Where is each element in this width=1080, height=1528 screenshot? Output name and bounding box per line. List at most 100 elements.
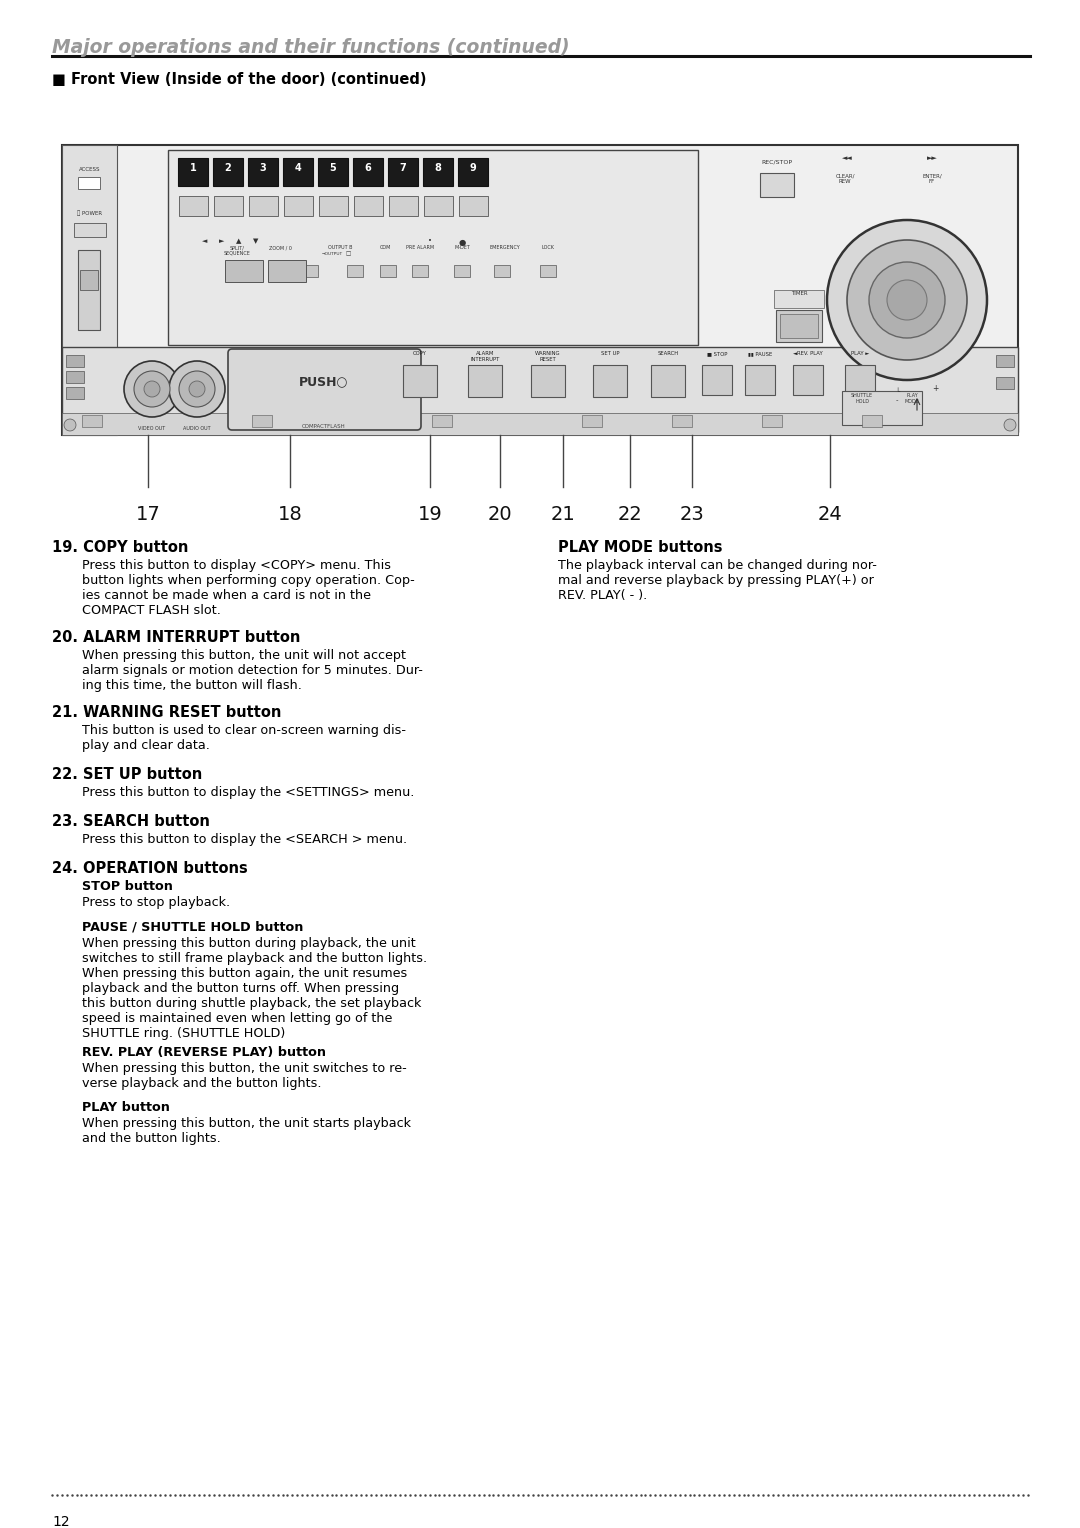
Text: →OUTPUT: →OUTPUT [322,252,343,257]
Bar [168,150,698,345]
Bar [459,196,488,215]
Text: PAUSE / SHUTTLE HOLD button: PAUSE / SHUTTLE HOLD button [82,920,303,934]
Text: PLAY ►: PLAY ► [851,351,869,356]
Circle shape [869,261,945,338]
Text: 19. COPY button: 19. COPY button [52,539,188,555]
Bar [354,196,383,215]
Bar [225,260,264,283]
Bar [388,157,418,186]
Bar [862,416,882,426]
Bar [494,264,510,277]
Text: ◄◄: ◄◄ [841,154,852,160]
Bar [777,310,822,342]
Bar [319,196,348,215]
Circle shape [827,220,987,380]
Text: COMPACTFLASH: COMPACTFLASH [302,423,346,429]
Bar [996,354,1014,367]
Text: 4: 4 [295,163,301,173]
Circle shape [847,240,967,361]
Text: 7: 7 [400,163,406,173]
Bar [380,264,396,277]
Text: ►: ► [219,238,225,244]
Bar [793,365,823,396]
Text: ◄: ◄ [202,238,207,244]
Text: 22: 22 [618,504,643,524]
Circle shape [1004,419,1016,431]
Bar [540,264,556,277]
Text: M-DET: M-DET [454,244,470,251]
Text: ZOOM / 0: ZOOM / 0 [269,244,292,251]
Bar [774,290,824,309]
Bar [75,223,106,237]
Text: EMERGENCY: EMERGENCY [489,244,521,251]
Circle shape [179,371,215,406]
Bar [66,387,84,399]
Circle shape [144,380,160,397]
Bar [252,416,272,426]
Text: Press to stop playback.: Press to stop playback. [82,897,230,909]
Text: WARNING
RESET: WARNING RESET [536,351,561,362]
Bar [214,196,243,215]
Text: REC/STOP: REC/STOP [761,160,793,165]
Bar [302,264,318,277]
Text: 5: 5 [329,163,336,173]
Text: ►►: ►► [927,154,937,160]
Circle shape [189,380,205,397]
Circle shape [134,371,170,406]
Bar [179,196,208,215]
Text: SPLIT/
SEQUENCE: SPLIT/ SEQUENCE [224,244,251,255]
Text: ACCESS: ACCESS [79,167,100,173]
Bar [651,365,685,397]
Text: LOCK: LOCK [541,244,554,251]
Bar [454,264,470,277]
Circle shape [124,361,180,417]
Text: When pressing this button during playback, the unit
switches to still frame play: When pressing this button during playbac… [82,937,427,1039]
Bar [248,157,278,186]
Bar [66,371,84,384]
Bar [468,365,502,397]
Bar [702,365,732,396]
Text: 19: 19 [418,504,443,524]
Text: Press this button to display the <SEARCH > menu.: Press this button to display the <SEARCH… [82,833,407,847]
Circle shape [64,419,76,431]
Text: PLAY MODE buttons: PLAY MODE buttons [558,539,723,555]
Bar [423,157,453,186]
Text: When pressing this button, the unit switches to re-
verse playback and the butto: When pressing this button, the unit swit… [82,1062,407,1091]
Circle shape [168,361,225,417]
Text: PUSH○: PUSH○ [299,374,349,388]
Text: 22. SET UP button: 22. SET UP button [52,767,202,782]
Bar [996,377,1014,390]
Text: PRE ALARM: PRE ALARM [406,244,434,251]
Text: 21. WARNING RESET button: 21. WARNING RESET button [52,706,282,720]
Text: └: └ [895,390,900,396]
Text: □: □ [345,251,350,257]
Text: ⏻ POWER: ⏻ POWER [78,209,103,215]
Bar [78,177,100,189]
Bar [82,416,102,426]
Text: 1: 1 [190,163,197,173]
Text: ■ Front View (Inside of the door) (continued): ■ Front View (Inside of the door) (conti… [52,72,427,87]
Text: 17: 17 [136,504,160,524]
Text: ■ STOP: ■ STOP [706,351,727,356]
Text: ▲: ▲ [237,238,242,244]
Text: VIDEO OUT: VIDEO OUT [138,426,165,431]
Text: •: • [428,238,432,244]
Text: SET UP: SET UP [600,351,619,356]
Text: The playback interval can be changed during nor-
mal and reverse playback by pre: The playback interval can be changed dur… [558,559,877,602]
Text: 24. OPERATION buttons: 24. OPERATION buttons [52,862,247,876]
Bar [178,157,208,186]
Bar [842,391,922,425]
Text: REV. PLAY (REVERSE PLAY) button: REV. PLAY (REVERSE PLAY) button [82,1047,326,1059]
Text: When pressing this button, the unit starts playback
and the button lights.: When pressing this button, the unit star… [82,1117,411,1144]
Text: 3: 3 [259,163,267,173]
Bar [318,157,348,186]
Text: 8: 8 [434,163,442,173]
Text: 21: 21 [551,504,576,524]
Text: SEARCH: SEARCH [658,351,678,356]
Text: 20. ALARM INTERRUPT button: 20. ALARM INTERRUPT button [52,630,300,645]
Text: Major operations and their functions (continued): Major operations and their functions (co… [52,38,569,57]
Text: 18: 18 [278,504,302,524]
Bar [78,251,100,330]
Bar [284,196,313,215]
Text: PLAY
MODE: PLAY MODE [905,393,919,403]
